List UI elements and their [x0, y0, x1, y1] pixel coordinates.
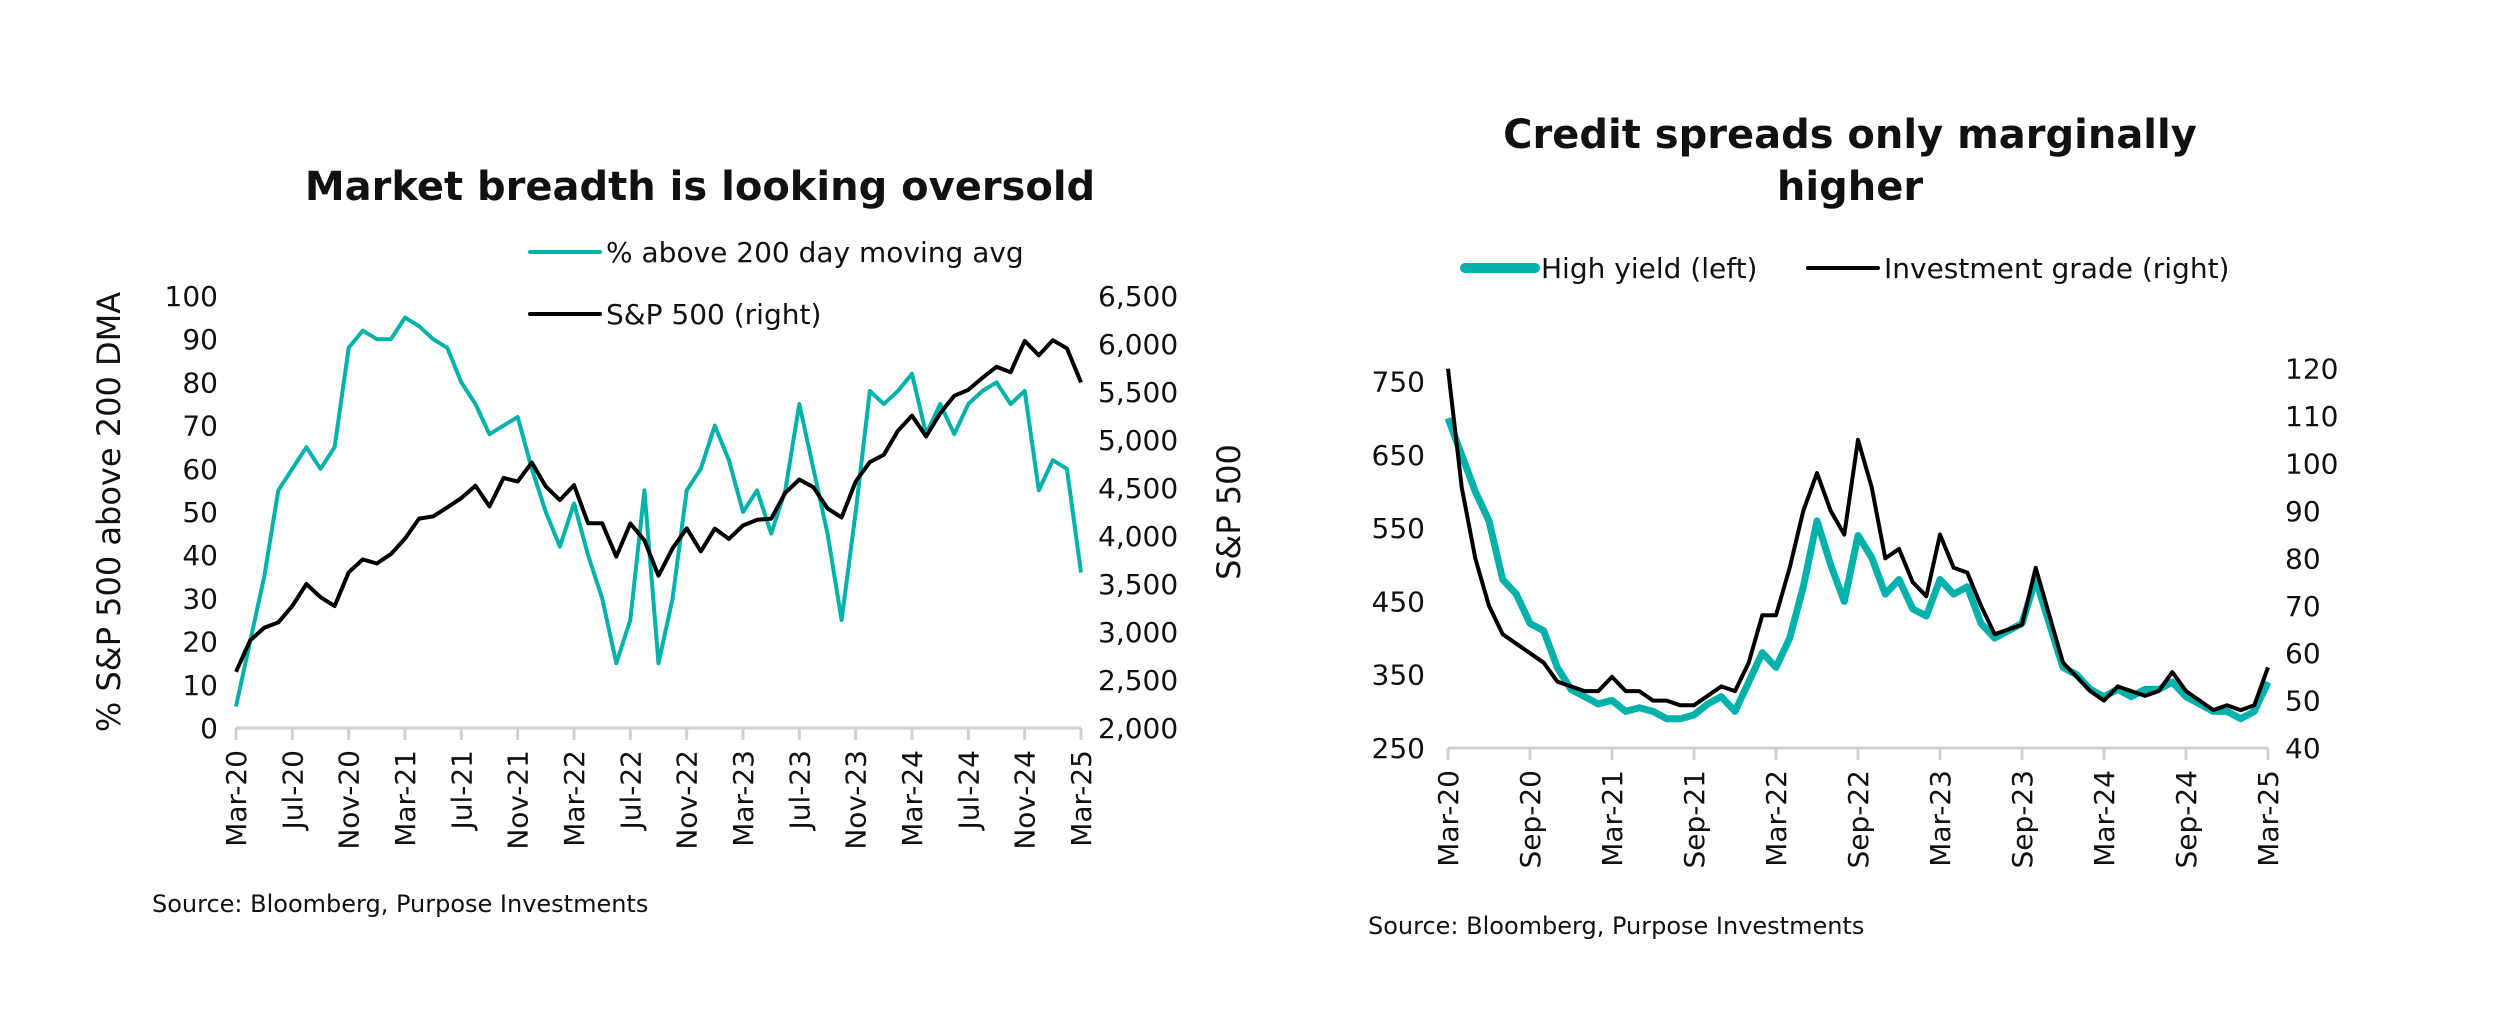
x-tick-label: Mar-24 [896, 750, 929, 847]
series-line-secondary [234, 338, 1083, 673]
x-tick-label: Jul-20 [276, 750, 309, 832]
y2-tick-label: 80 [2285, 542, 2321, 575]
source-note: Source: Bloomberg, Purpose Investments [1368, 912, 1864, 940]
legend-label: High yield (left) [1541, 252, 1757, 285]
series-line-primary [234, 315, 1083, 707]
legend-label: S&P 500 (right) [606, 298, 821, 331]
x-tick-label: Mar-20 [220, 750, 253, 847]
y2-tick-label: 3,500 [1098, 568, 1178, 601]
source-note: Source: Bloomberg, Purpose Investments [152, 890, 648, 918]
x-tick-label: Mar-20 [1432, 770, 1465, 867]
legend-label: Investment grade (right) [1884, 252, 2229, 285]
chart-1: Market breadth is looking oversold Mar-20… [90, 164, 1248, 918]
x-tick-label: Nov-24 [1009, 750, 1042, 850]
x-tick-label: Sep-24 [2170, 770, 2203, 869]
x-tick-label: Mar-22 [1760, 770, 1793, 867]
y2-tick-label: 4,000 [1098, 520, 1178, 553]
x-tick-label: Sep-21 [1678, 770, 1711, 869]
x-tick-label: Mar-23 [727, 750, 760, 847]
y2-tick-label: 120 [2285, 353, 2338, 386]
y2-tick-label: 5,500 [1098, 376, 1178, 409]
y-tick-label: 250 [1372, 732, 1425, 765]
y-tick-label: 650 [1372, 439, 1425, 472]
x-tick-label: Mar-21 [389, 750, 422, 847]
y-tick-label: 100 [165, 280, 218, 313]
series-line-secondary [1446, 368, 2270, 713]
x-tick-label: Mar-25 [2252, 770, 2285, 867]
x-tick-label: Mar-22 [558, 750, 591, 847]
x-tick-label: Jul-23 [783, 750, 816, 832]
y2-tick-label: 6,000 [1098, 328, 1178, 361]
y2-tick-label: 6,500 [1098, 280, 1178, 313]
chart-title: Credit spreads only marginally [1503, 112, 2197, 158]
chart-title: Market breadth is looking oversold [305, 164, 1095, 210]
y-tick-label: 70 [182, 410, 218, 443]
y-tick-label: 350 [1372, 659, 1425, 692]
series-line-primary [1444, 417, 2272, 723]
x-tick-label: Jul-22 [614, 750, 647, 832]
x-tick-label: Nov-21 [502, 750, 535, 850]
y-axis-title: % S&P 500 above 200 DMA [90, 292, 128, 732]
x-tick-label: Nov-20 [333, 750, 366, 850]
x-tick-label: Mar-21 [1596, 770, 1629, 867]
y2-tick-label: 110 [2285, 400, 2338, 433]
y-tick-label: 750 [1372, 366, 1425, 399]
y2-tick-label: 3,000 [1098, 616, 1178, 649]
y-tick-label: 20 [182, 626, 218, 659]
y-tick-label: 80 [182, 366, 218, 399]
chart-title: higher [1777, 164, 1923, 210]
y2-tick-label: 4,500 [1098, 472, 1178, 505]
y-tick-label: 50 [182, 496, 218, 529]
x-tick-label: Mar-25 [1065, 750, 1098, 847]
x-tick-label: Jul-21 [445, 750, 478, 832]
y2-tick-label: 2,500 [1098, 664, 1178, 697]
y-tick-label: 0 [200, 712, 218, 745]
x-tick-label: Nov-22 [671, 750, 704, 850]
y-tick-label: 10 [182, 669, 218, 702]
y2-tick-label: 5,000 [1098, 424, 1178, 457]
y2-tick-label: 100 [2285, 448, 2338, 481]
y-tick-label: 90 [182, 323, 218, 356]
x-tick-label: Nov-23 [840, 750, 873, 850]
y2-tick-label: 40 [2285, 732, 2321, 765]
x-tick-label: Mar-23 [1924, 770, 1957, 867]
y2-tick-label: 90 [2285, 495, 2321, 528]
y2-tick-label: 50 [2285, 685, 2321, 718]
x-tick-label: Sep-22 [1842, 770, 1875, 869]
y2-tick-label: 2,000 [1098, 712, 1178, 745]
x-tick-label: Mar-24 [2088, 770, 2121, 867]
y-tick-label: 60 [182, 453, 218, 486]
y-tick-label: 550 [1372, 512, 1425, 545]
legend-label: % above 200 day moving avg [606, 236, 1024, 269]
chart-2: Credit spreads only marginally higher Mar-… [1368, 112, 2338, 940]
x-tick-label: Sep-20 [1514, 770, 1547, 869]
y2-tick-label: 70 [2285, 590, 2321, 623]
y-tick-label: 30 [182, 582, 218, 615]
x-tick-label: Jul-24 [952, 750, 985, 832]
y2-axis-title: S&P 500 [1210, 444, 1248, 580]
y2-tick-label: 60 [2285, 637, 2321, 670]
y-tick-label: 450 [1372, 585, 1425, 618]
y-tick-label: 40 [182, 539, 218, 572]
x-tick-label: Sep-23 [2006, 770, 2039, 869]
